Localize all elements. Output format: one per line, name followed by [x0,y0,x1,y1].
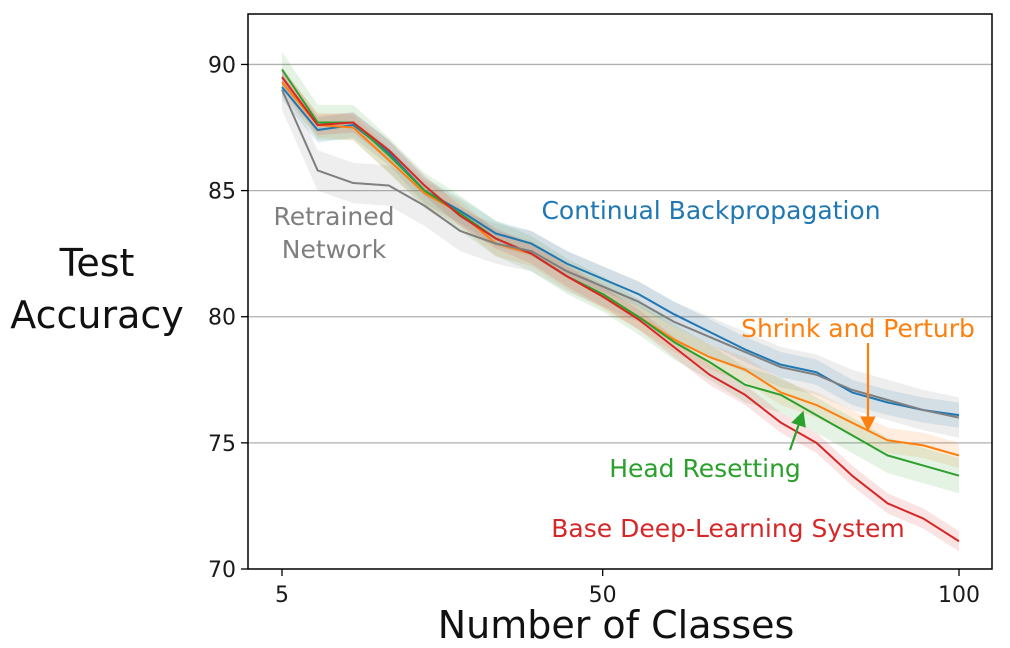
y-tick-label: 85 [208,180,236,205]
series-line-continual-backpropagation [281,86,960,417]
series-line-retrained-network [281,89,960,419]
y-tick-label: 80 [208,306,236,331]
plot-frame [247,13,993,570]
x-tick-label: 50 [589,583,617,608]
series-lines [281,68,960,543]
series-line-head-resetting [281,68,960,477]
annotation-rn: Retrained [273,202,394,231]
x-tick-label: 100 [938,583,980,608]
annotation-arrow-hr [788,410,806,451]
series-annotations: Continual Backpropagation Shrink and Pert… [273,196,974,543]
y-axis-title: Test Accuracy [10,241,184,337]
axis-ticks: 70 75 80 85 90 5 50 100 [208,53,980,608]
y-tick-label: 70 [208,558,236,583]
annotation-hr: Head Resetting [609,454,801,483]
annotation-cbp: Continual Backpropagation [541,196,880,225]
series-line-shrink-and-perturb [281,81,960,457]
annotation-sp: Shrink and Perturb [741,314,975,343]
y-axis-title-line: Test [59,241,135,285]
annotation-rn: Network [282,235,387,264]
series-line-base-deep-learning-system [281,76,960,543]
y-axis-title-line: Accuracy [10,293,184,337]
grid-lines [248,63,992,444]
band-head-resetting [282,51,959,494]
annotation-base: Base Deep-Learning System [551,514,904,543]
y-tick-label: 75 [208,432,236,457]
band-base-deep-learning-system [282,66,959,552]
band-continual-backpropagation [282,74,959,428]
x-tick-label: 5 [275,583,289,608]
y-tick-label: 90 [208,53,236,78]
x-axis-title: Number of Classes [438,603,795,647]
